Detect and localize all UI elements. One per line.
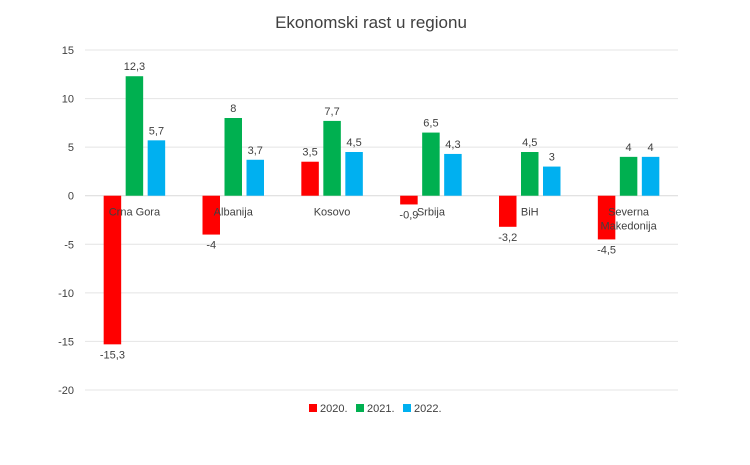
y-tick-label: 15 (62, 45, 74, 57)
y-tick-label: -20 (58, 385, 74, 397)
data-label: 12,3 (124, 61, 145, 73)
legend-label: 2020. (320, 403, 348, 415)
legend-swatch (403, 404, 411, 412)
chart-title: Ekonomski rast u regionu (275, 13, 467, 32)
category-label: BiH (521, 207, 539, 219)
data-label: -0,9 (399, 209, 418, 221)
data-label: 3 (549, 152, 555, 164)
category-labels: Crna Gora Albanija Kosovo Srbija BiH Severna M… (109, 207, 658, 233)
y-tick-label: -5 (64, 239, 74, 251)
bar-2021-1 (224, 118, 242, 196)
bar-2022-0 (147, 140, 166, 196)
data-label: -3,2 (498, 232, 517, 244)
bar-2020-4 (499, 195, 517, 227)
y-tick-label: 10 (62, 94, 74, 106)
data-label: -4 (206, 240, 216, 252)
legend: 2020. 2021. 2022. (309, 403, 442, 415)
y-axis-ticks: 15 10 5 0 -5 -10 -15 -20 (58, 45, 74, 397)
bar-2022-4 (543, 166, 561, 196)
data-label: 3,5 (302, 147, 317, 159)
data-label: 4 (626, 142, 632, 154)
category-label: Srbija (417, 207, 446, 219)
data-label: 3,7 (248, 145, 263, 157)
y-tick-label: 5 (68, 142, 74, 154)
category-label: Albanija (214, 207, 254, 219)
bar-2022-5 (641, 156, 660, 196)
bar-2022-1 (246, 159, 264, 196)
data-label: -15,3 (100, 349, 125, 361)
legend-swatch (356, 404, 364, 412)
data-label: 4 (648, 142, 654, 154)
data-label: 6,5 (423, 118, 438, 130)
bar-2020-2 (301, 161, 319, 196)
data-label: 5,7 (149, 125, 164, 137)
bar-2022-2 (345, 152, 363, 196)
bar-2020-5 (597, 195, 616, 240)
bar-2021-5 (619, 156, 638, 196)
category-label: Crna Gora (109, 207, 161, 219)
legend-label: 2022. (414, 403, 442, 415)
bars (103, 76, 660, 345)
bar-2021-0 (125, 76, 144, 196)
category-label: Severna Makedonija (600, 207, 657, 233)
bar-2022-3 (444, 153, 462, 196)
y-tick-label: -10 (58, 288, 74, 300)
data-labels: -15,3 -4 3,5 -0,9 -3,2 -4,5 12,3 8 7,7 6,5 4,5 4 5,7… (100, 61, 654, 361)
y-tick-label: 0 (68, 191, 74, 203)
data-label: 8 (230, 103, 236, 115)
bar-2020-3 (400, 195, 418, 205)
gridlines (85, 49, 678, 391)
bar-2021-2 (323, 120, 341, 196)
data-label: 4,3 (445, 139, 460, 151)
bar-2020-1 (202, 195, 220, 235)
legend-swatch (309, 404, 317, 412)
y-tick-label: -15 (58, 336, 74, 348)
data-label: 4,5 (346, 137, 361, 149)
data-label: 4,5 (522, 137, 537, 149)
bar-2021-3 (422, 132, 440, 196)
legend-label: 2021. (367, 403, 395, 415)
category-label: Kosovo (314, 207, 351, 219)
bar-2021-4 (521, 152, 539, 196)
bar-2020-0 (103, 195, 122, 345)
data-label: -4,5 (597, 244, 616, 256)
data-label: 7,7 (324, 106, 339, 118)
